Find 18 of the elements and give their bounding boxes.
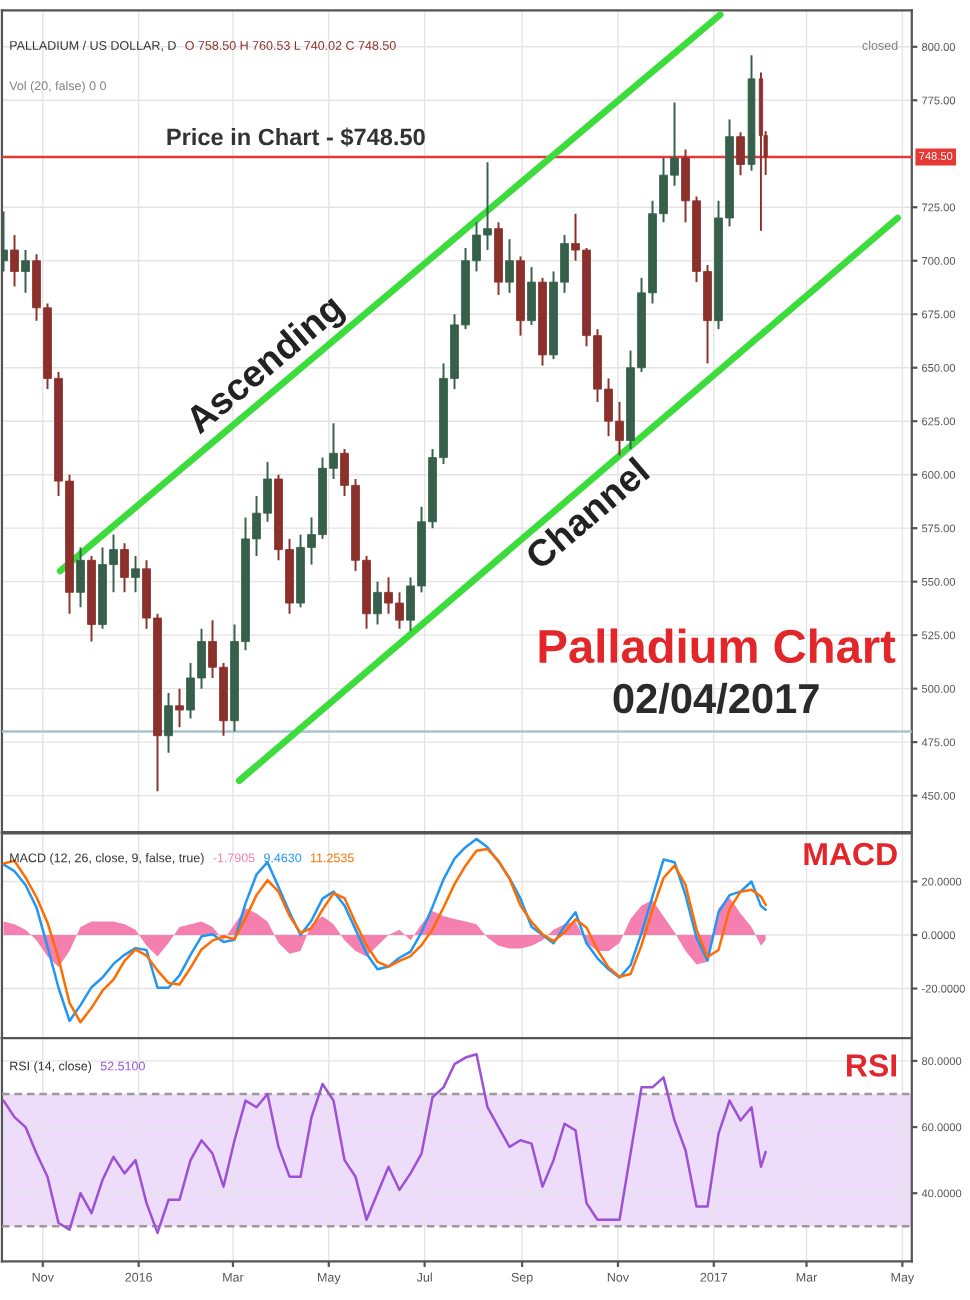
candlestick [120, 542, 129, 594]
candlestick [164, 691, 173, 754]
candlestick [527, 266, 536, 326]
candlestick [736, 131, 745, 177]
candlestick [373, 580, 382, 626]
candlestick [10, 234, 19, 288]
chart-title: RSI [847, 1054, 897, 1077]
text: 02/04/2017 [613, 682, 819, 714]
annotation: Price in Chart - $748.50 [167, 127, 425, 147]
candlestick [505, 238, 514, 294]
chart-title: MACD [804, 842, 897, 866]
candlestick [131, 555, 140, 594]
candlestick [76, 546, 85, 609]
text: Palladium Chart [539, 628, 896, 664]
candlestick [21, 249, 30, 294]
candlestick [1, 210, 8, 273]
line-series [2, 1053, 767, 1235]
candlestick [175, 687, 184, 729]
